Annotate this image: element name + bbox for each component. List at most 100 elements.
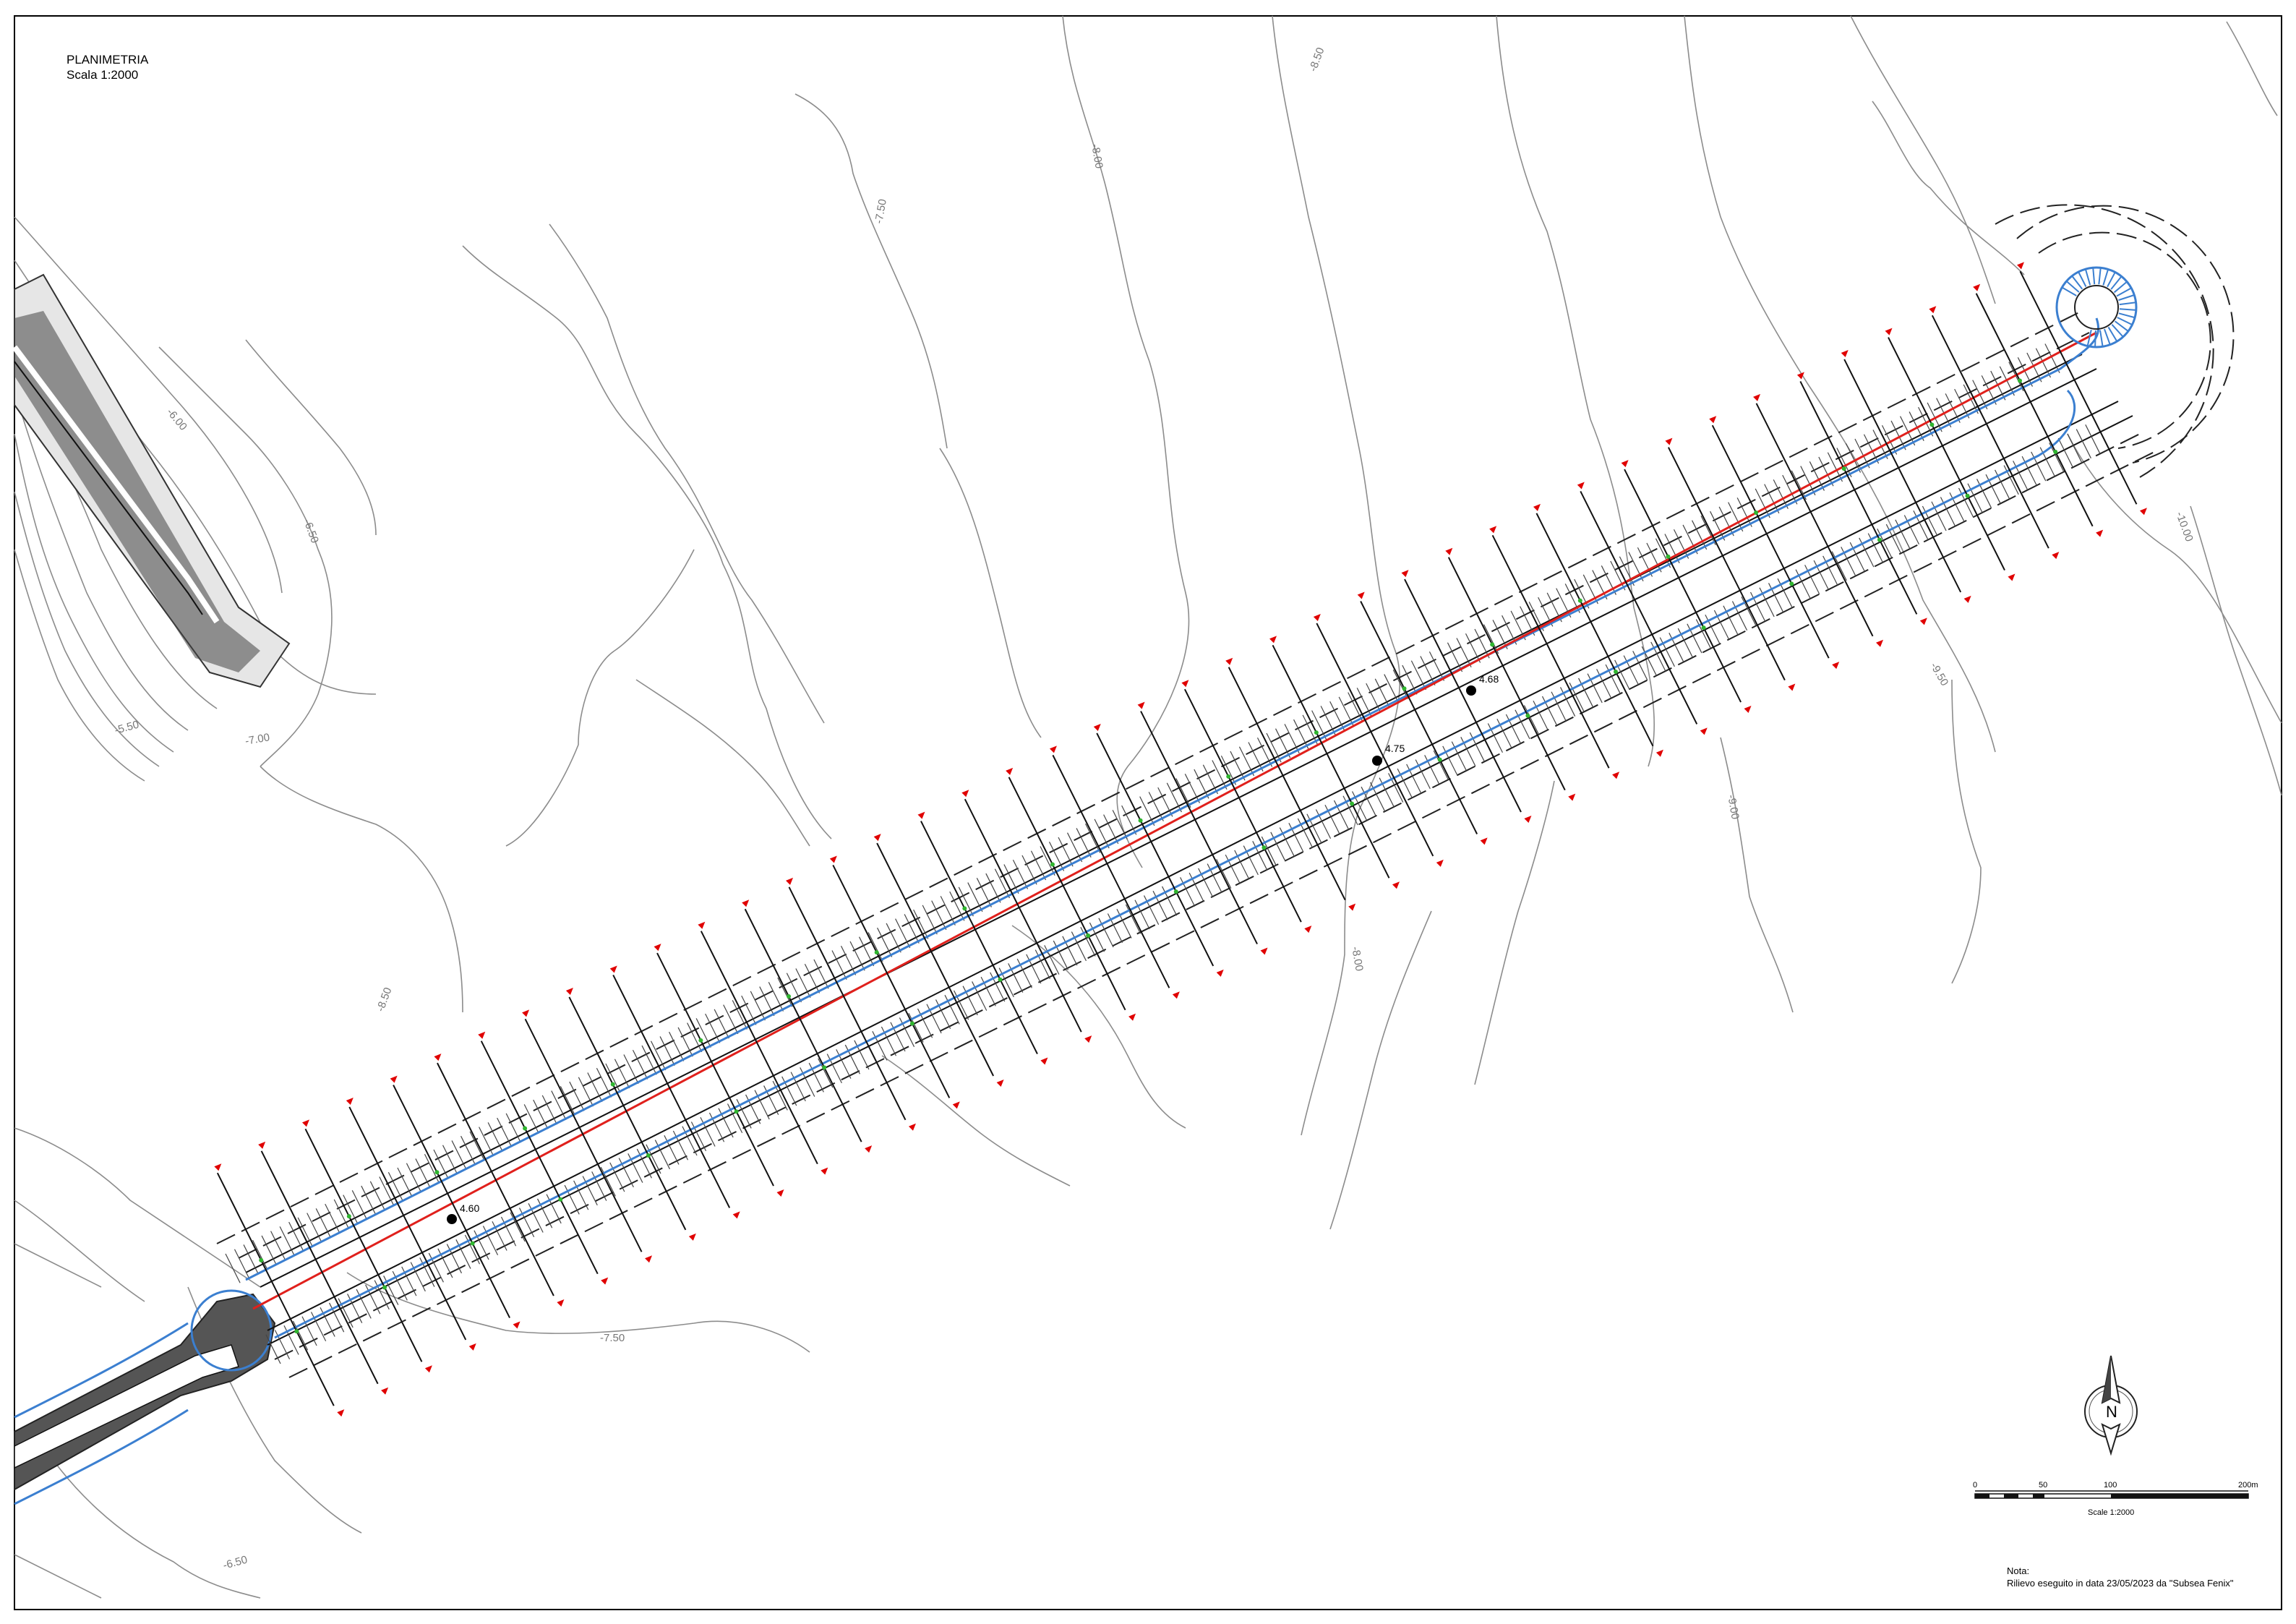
- armour-hatch: [1026, 954, 1042, 984]
- armour-hatch: [1465, 633, 1481, 663]
- contour-label: -6.50: [222, 1554, 249, 1572]
- armour-hatch: [1687, 623, 1702, 654]
- section-line: [1228, 667, 1346, 901]
- armour-hatch: [695, 1018, 711, 1048]
- armour-hatch: [1288, 823, 1304, 852]
- armour-hatch: [1338, 696, 1354, 727]
- roundhead-ray: [2117, 317, 2133, 326]
- survey-point: [822, 1065, 827, 1070]
- section-marker: [1225, 657, 1233, 665]
- section-marker: [2008, 573, 2016, 581]
- armour-hatch: [790, 1072, 806, 1102]
- section-line: [1140, 711, 1258, 944]
- contour-label: -9.00: [1725, 794, 1742, 821]
- section-marker: [557, 1299, 565, 1307]
- armour-hatch: [1587, 673, 1603, 704]
- armour-hatch: [1632, 651, 1648, 680]
- survey-point: [1402, 686, 1407, 691]
- section-line: [964, 798, 1082, 1033]
- armour-hatch: [904, 914, 920, 944]
- armour-hatch: [270, 1231, 286, 1261]
- armour-hatch: [1791, 470, 1807, 500]
- section-marker: [961, 790, 969, 798]
- section-line: [524, 1018, 643, 1252]
- survey-point: [1789, 581, 1794, 586]
- armour-hatch: [1194, 769, 1209, 799]
- drawing-title: PLANIMETRIA: [67, 53, 149, 67]
- armour-hatch: [899, 1017, 915, 1048]
- roundhead-ray: [2078, 271, 2087, 287]
- armour-hatch: [849, 941, 865, 971]
- armour-hatch: [1863, 434, 1880, 464]
- armour-hatch: [406, 1163, 422, 1193]
- armour-hatch: [1324, 804, 1340, 834]
- armour-hatch: [464, 1234, 481, 1265]
- survey-point: [1666, 554, 1671, 559]
- armour-hatch: [2021, 456, 2037, 486]
- armour-hatch: [533, 1099, 549, 1129]
- armour-hatch: [1021, 855, 1037, 885]
- armour-hatch: [1424, 755, 1440, 785]
- survey-point: [874, 950, 879, 955]
- survey-point: [1929, 422, 1935, 427]
- armour-hatch: [1496, 719, 1512, 748]
- section-line: [700, 931, 818, 1165]
- section-marker: [1401, 570, 1409, 578]
- armour-hatch: [1822, 555, 1838, 586]
- section-line: [480, 1040, 599, 1275]
- armour-hatch: [541, 1095, 557, 1125]
- armour-hatch: [1333, 800, 1350, 830]
- armour-hatch: [2008, 362, 2024, 392]
- survey-point: [1525, 713, 1530, 718]
- elevation-label: 4.68: [1479, 673, 1499, 685]
- armour-hatch: [383, 1275, 399, 1305]
- section-marker: [381, 1387, 389, 1395]
- armour-hatch: [1184, 774, 1200, 803]
- section-marker: [1489, 526, 1497, 534]
- section-marker: [1006, 767, 1014, 775]
- armour-hatch: [437, 1248, 453, 1278]
- armour-hatch: [804, 964, 821, 993]
- armour-hatch: [446, 1244, 462, 1274]
- section-line: [1755, 403, 1874, 637]
- roundhead-ray: [2065, 281, 2080, 293]
- section-marker: [821, 1167, 828, 1175]
- armour-hatch: [225, 1253, 241, 1283]
- roundhead-ray: [2119, 308, 2136, 311]
- armour-hatch: [868, 932, 883, 962]
- armour-hatch: [1143, 895, 1160, 925]
- armour-hatch: [1782, 474, 1798, 505]
- cross-section-lines: [214, 262, 2147, 1417]
- section-marker: [1445, 547, 1453, 555]
- survey-point: [1614, 669, 1619, 674]
- armour-hatch: [1931, 501, 1947, 531]
- armour-hatch: [808, 1062, 824, 1093]
- section-marker: [1709, 416, 1717, 424]
- section-marker: [214, 1163, 222, 1171]
- armour-hatch: [736, 1098, 752, 1129]
- armour-hatch: [315, 1208, 331, 1238]
- armour-hatch: [2076, 429, 2091, 459]
- armour-hatch: [1302, 714, 1318, 745]
- armour-hatch: [1234, 850, 1250, 880]
- armour-hatch: [1800, 466, 1816, 496]
- armour-hatch: [325, 1203, 340, 1234]
- survey-point: [1138, 818, 1143, 823]
- armour-hatch: [1637, 547, 1653, 577]
- armour-hatch: [962, 986, 978, 1016]
- armour-hatch: [397, 1167, 413, 1197]
- armour-hatch: [343, 1195, 359, 1225]
- armour-hatch: [646, 1144, 661, 1174]
- armour-hatch: [528, 1202, 544, 1233]
- armour-hatch: [632, 1049, 648, 1080]
- section-marker: [1181, 680, 1189, 688]
- armour-hatch: [614, 1059, 630, 1089]
- survey-point: [998, 977, 1003, 982]
- armour-hatch: [926, 1004, 942, 1034]
- section-line: [876, 842, 995, 1077]
- armour-hatch: [750, 991, 766, 1021]
- armour-hatch: [917, 1008, 933, 1038]
- section-marker: [1753, 393, 1761, 401]
- armour-hatch: [1881, 424, 1898, 455]
- contour-label: -8.00: [1349, 946, 1366, 973]
